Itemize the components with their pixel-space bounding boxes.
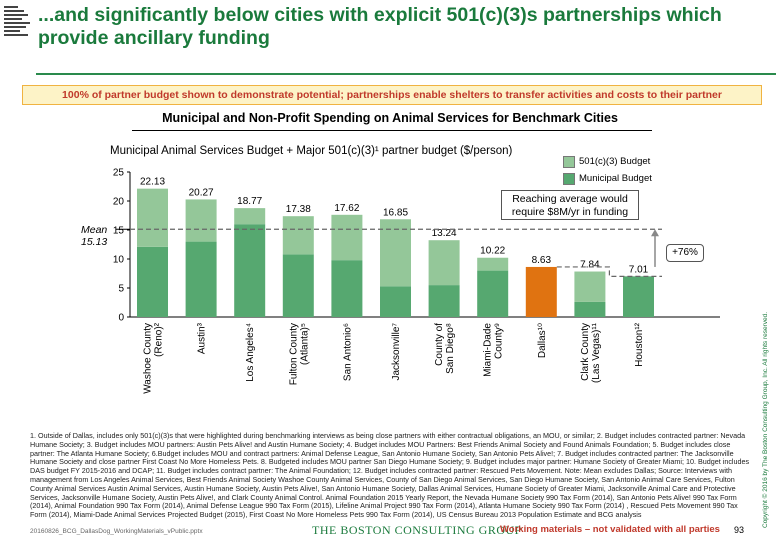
- callout-line-2: require $8M/yr in funding: [511, 206, 629, 218]
- chart-title: Municipal and Non-Profit Spending on Ani…: [162, 111, 618, 125]
- x-tick-label: Clark County (Las Vegas)¹¹: [580, 322, 602, 383]
- mean-label-word: Mean: [81, 224, 108, 236]
- page-number: 93: [734, 525, 745, 535]
- x-tick-label: Fulton County (Atlanta)⁵: [288, 323, 310, 385]
- bar-nonprofit: [331, 214, 363, 261]
- y-tick-label: 20: [113, 197, 125, 208]
- chart-subtitle: Municipal Animal Services Budget + Major…: [110, 145, 513, 157]
- bar-municipal: [331, 260, 363, 317]
- x-tick-label: County of San Diego⁸: [434, 323, 456, 374]
- y-tick-label: 5: [118, 284, 124, 295]
- bar-municipal: [574, 301, 606, 317]
- bar-municipal: [623, 276, 654, 317]
- bar-chart: 0 5 10 15 20 25 22.13 Washoe County (Reno)² 20.27…: [113, 168, 720, 394]
- bar-municipal: [137, 246, 168, 317]
- x-tick-label-line: Los Angeles⁴: [245, 323, 256, 382]
- bar-municipal: [477, 270, 509, 317]
- copyright-notice: Copyright © 2016 by The Boston Consultin…: [762, 311, 769, 528]
- x-tick-label: Houston¹²: [634, 322, 645, 367]
- x-tick-label: Miami-Dade County⁹: [483, 323, 505, 377]
- x-tick-label: San Antonio⁶: [342, 323, 353, 381]
- footer-filename: 20160826_BCG_DallasDog_WorkingMaterials_…: [30, 528, 203, 535]
- mean-label-value: 15.13: [81, 236, 108, 248]
- x-tick-label-line: Dallas¹⁰: [537, 323, 548, 358]
- bar-municipal: [234, 224, 266, 317]
- bar-total-label: 22.13: [140, 177, 165, 188]
- bar-total-label: 16.85: [383, 207, 408, 218]
- bar-nonprofit: [234, 208, 266, 225]
- bar-municipal: [380, 286, 411, 317]
- chart-legend: 501(c)(3) Budget Municipal Budget: [563, 153, 652, 187]
- bar-nonprofit: [477, 257, 509, 271]
- bar-nonprofit: [137, 188, 168, 247]
- x-tick-label: Austin³: [197, 322, 208, 354]
- x-tick-label-line: San Diego⁸: [445, 323, 456, 374]
- mean-label: Mean 15.13: [81, 224, 107, 248]
- bar-municipal: [525, 266, 557, 317]
- callout-line-1: Reaching average would: [512, 193, 628, 205]
- bcg-logo-icon: [4, 6, 30, 40]
- bar-total-label: 7.84: [580, 260, 600, 271]
- x-tick-label-line: County⁹: [494, 323, 505, 359]
- x-tick-label-line: County of: [434, 323, 445, 366]
- bar-total-label: 8.63: [532, 255, 552, 266]
- x-tick-label-line: Miami-Dade: [483, 323, 494, 377]
- x-tick-label-line: San Antonio⁶: [342, 323, 353, 381]
- legend-item-nonprofit: 501(c)(3) Budget: [563, 153, 652, 170]
- bar-total-label: 7.01: [629, 264, 649, 275]
- legend-swatch-municipal: [563, 172, 575, 185]
- y-tick-label: 25: [113, 168, 125, 179]
- increase-arrowhead: [651, 229, 659, 237]
- footer-company-logo: THE BOSTON CONSULTING GROUP: [312, 523, 522, 537]
- legend-label-nonprofit: 501(c)(3) Budget: [579, 156, 651, 167]
- bar-nonprofit: [574, 271, 606, 302]
- bar-nonprofit: [282, 216, 314, 255]
- x-tick-label-line: Jacksonville⁷: [391, 323, 402, 381]
- x-tick-label: Jacksonville⁷: [391, 323, 402, 381]
- bar-total-label: 10.22: [480, 246, 505, 257]
- footnotes: 1. Outside of Dallas, includes only 501(…: [30, 431, 750, 520]
- page-title: ...and significantly below cities with e…: [38, 4, 722, 49]
- title-divider: [36, 73, 776, 75]
- footer-status: Working materials – not validated with a…: [500, 524, 720, 535]
- y-tick-label: 10: [113, 255, 125, 266]
- funding-callout: Reaching average would require $8M/yr in…: [501, 190, 639, 220]
- x-tick-label-line: Austin³: [197, 322, 208, 354]
- x-tick-label-line: Fulton County: [288, 323, 299, 385]
- x-tick-label-line: (Atlanta)⁵: [299, 323, 310, 365]
- bar-municipal: [282, 254, 314, 317]
- bar-nonprofit: [185, 199, 217, 242]
- bar-total-label: 18.77: [237, 196, 262, 207]
- bar-nonprofit: [428, 240, 460, 286]
- x-tick-label: Washoe County (Reno)²: [143, 322, 165, 393]
- bar-total-label: 17.62: [334, 203, 359, 214]
- bar-municipal: [185, 241, 217, 317]
- increase-badge: +76%: [666, 244, 704, 262]
- x-tick-label-line: Clark County: [580, 323, 591, 381]
- legend-label-municipal: Municipal Budget: [579, 173, 652, 184]
- x-tick-label-line: Washoe County: [143, 323, 154, 394]
- bar-total-label: 20.27: [189, 187, 214, 198]
- x-tick-label-line: (Las Vegas)¹¹: [591, 322, 602, 383]
- y-tick-label: 0: [118, 313, 124, 324]
- y-tick-label: 15: [113, 226, 125, 237]
- chart-title-divider: [132, 130, 652, 131]
- x-tick-label: Dallas¹⁰: [537, 323, 548, 358]
- legend-item-municipal: Municipal Budget: [563, 170, 652, 187]
- x-tick-label-line: Houston¹²: [634, 322, 645, 367]
- bar-total-label: 13.24: [432, 228, 457, 239]
- x-tick-label-line: (Reno)²: [154, 322, 165, 357]
- bar-municipal: [428, 285, 460, 317]
- legend-swatch-nonprofit: [563, 155, 575, 168]
- dallas-reference-line: [556, 266, 662, 277]
- x-tick-label: Los Angeles⁴: [245, 323, 256, 382]
- bar-nonprofit: [380, 219, 411, 287]
- bar-total-label: 17.38: [286, 204, 311, 215]
- key-message-banner: 100% of partner budget shown to demonstr…: [22, 85, 762, 105]
